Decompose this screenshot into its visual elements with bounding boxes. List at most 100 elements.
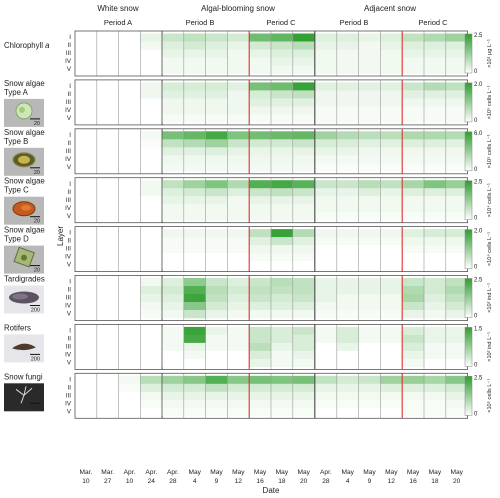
layer-tick-label: V — [67, 66, 72, 73]
heatmap-cell — [162, 131, 185, 140]
heatmap-cell — [249, 106, 272, 115]
heatmap-cell — [75, 196, 98, 205]
heatmap-cell — [402, 229, 425, 238]
layer-tick-label: II — [68, 384, 72, 391]
x-tick-label: 28 — [169, 478, 177, 485]
heatmap-cell — [205, 82, 228, 91]
heatmap-cell — [227, 407, 250, 417]
heatmap-cell — [75, 399, 98, 409]
heatmap-cell — [162, 65, 185, 74]
heatmap-cell — [162, 106, 185, 115]
heatmap-cell — [445, 163, 468, 172]
row-title: Type D — [4, 235, 29, 244]
x-tick-label: May — [254, 469, 267, 476]
heatmap-cell — [315, 245, 338, 254]
heatmap-cell — [380, 163, 403, 172]
heatmap-cell — [358, 245, 381, 254]
heatmap-cell — [162, 163, 185, 172]
heatmap-cell — [140, 49, 163, 58]
heatmap-cell — [336, 375, 359, 385]
heatmap-cell — [118, 350, 141, 360]
heatmap-cell — [402, 358, 425, 368]
heatmap-cell — [315, 375, 338, 385]
layer-tick-label: IV — [65, 352, 72, 359]
heatmap-cell — [205, 229, 228, 238]
heatmap-cell — [402, 326, 425, 336]
x-tick-label: 20 — [300, 478, 308, 485]
heatmap-cell — [75, 163, 98, 172]
heatmap-cell — [183, 98, 206, 107]
heatmap-cell — [162, 114, 185, 123]
heatmap-cell — [205, 358, 228, 368]
heatmap-cell — [140, 65, 163, 74]
heatmap-cell — [271, 334, 294, 344]
heatmap-cell — [162, 310, 185, 319]
x-tick-label: May — [363, 469, 376, 476]
heatmap-cell — [96, 383, 119, 393]
heatmap-cell — [358, 326, 381, 336]
colorbar-min-label: 0 — [474, 314, 478, 320]
heatmap-cell — [205, 253, 228, 262]
heatmap-cell — [445, 106, 468, 115]
heatmap-cell — [227, 196, 250, 205]
layer-tick-label: II — [68, 238, 72, 245]
x-tick-label: 20 — [453, 478, 461, 485]
heatmap-cell — [336, 350, 359, 360]
heatmap-cell — [162, 188, 185, 197]
heatmap-cell — [140, 278, 163, 287]
heatmap-cell — [118, 98, 141, 107]
heatmap-cell — [183, 196, 206, 205]
heatmap-cell — [75, 310, 98, 319]
heatmap-cell — [75, 229, 98, 238]
heatmap-cell — [380, 49, 403, 58]
heatmap-cell — [315, 82, 338, 91]
heatmap-cell — [445, 114, 468, 123]
heatmap-cell — [118, 212, 141, 221]
heatmap-cell — [227, 391, 250, 401]
heatmap-cell — [271, 399, 294, 409]
heatmap-cell — [402, 212, 425, 221]
colorbar-max-label: 2.0 — [474, 229, 483, 235]
layer-tick-label: IV — [65, 303, 72, 310]
heatmap-cell — [205, 147, 228, 156]
heatmap-cell — [271, 302, 294, 311]
heatmap-cell — [292, 139, 315, 148]
heatmap-cell — [162, 147, 185, 156]
heatmap-cell — [336, 57, 359, 66]
heatmap-cell — [271, 90, 294, 99]
heatmap-cell — [358, 114, 381, 123]
layer-tick-label: IV — [65, 400, 72, 407]
heatmap-cell — [445, 350, 468, 360]
x-tick-label: 18 — [431, 478, 439, 485]
heatmap-cell — [271, 82, 294, 91]
heatmap-cell — [249, 163, 272, 172]
heatmap-cell — [292, 342, 315, 352]
heatmap-cell — [205, 41, 228, 50]
row-title: Rotifers — [4, 323, 31, 332]
heatmap-cell — [75, 326, 98, 336]
heatmap-cell — [227, 212, 250, 221]
heatmap-cell — [380, 196, 403, 205]
layer-tick-label: V — [67, 164, 72, 171]
heatmap-cell — [205, 294, 228, 303]
x-tick-label: Apr. — [320, 469, 332, 476]
heatmap-cell — [249, 342, 272, 352]
heatmap-cell — [140, 90, 163, 99]
heatmap-cell — [358, 204, 381, 213]
x-tick-label: 18 — [278, 478, 286, 485]
heatmap-cell — [96, 49, 119, 58]
heatmap-cell — [205, 237, 228, 246]
heatmap-cell — [292, 237, 315, 246]
heatmap-cell — [292, 383, 315, 393]
heatmap-cell — [402, 278, 425, 287]
x-tick-label: 9 — [368, 478, 372, 485]
heatmap-cell — [292, 302, 315, 311]
heatmap-cell — [445, 399, 468, 409]
heatmap-cell — [249, 375, 272, 385]
heatmap-cell — [380, 33, 403, 42]
heatmap-cell — [183, 358, 206, 368]
heatmap-cell — [424, 180, 447, 189]
heatmap-cell — [402, 383, 425, 393]
